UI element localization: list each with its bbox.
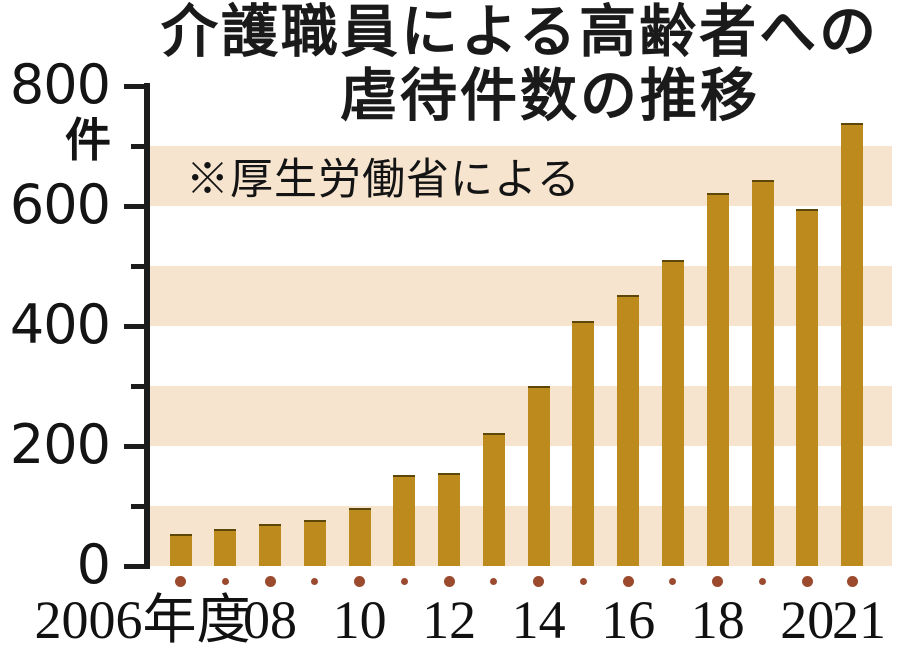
y-tick-label: 600: [9, 173, 111, 236]
x-axis-dot-small: [490, 577, 498, 585]
x-axis-label: 14: [511, 590, 566, 648]
bar: [751, 179, 774, 566]
x-axis-dot-small: [579, 577, 587, 585]
y-axis-tick: [124, 443, 150, 449]
y-tick-label: 0: [76, 533, 111, 596]
chart-title-line1: 介護職員による高齢者への: [160, 0, 880, 64]
x-axis-dot-large: [533, 575, 545, 587]
y-axis-line: [144, 83, 150, 569]
x-axis-label: 16: [601, 590, 656, 648]
bar: [572, 321, 595, 566]
x-axis-dot-large: [264, 575, 276, 587]
bar: [214, 528, 237, 566]
grid-band: [150, 266, 892, 326]
x-axis-label: 08: [243, 590, 298, 648]
bar: [259, 524, 282, 566]
x-axis-label: 12: [422, 590, 477, 648]
x-axis-dot-large: [622, 575, 634, 587]
bar: [706, 193, 729, 566]
x-axis-label: 21: [832, 590, 887, 648]
y-axis-unit-label: 件: [65, 114, 111, 166]
x-axis-dot-small: [311, 577, 319, 585]
y-axis-tick: [131, 383, 150, 389]
y-axis-tick: [131, 143, 150, 149]
y-tick-label: 400: [9, 293, 111, 356]
bar: [303, 520, 326, 566]
bar: [796, 209, 819, 566]
x-axis-dot-small: [669, 577, 677, 585]
x-axis-dot-small: [759, 577, 766, 585]
x-axis-label: 20: [780, 590, 835, 648]
bar: [438, 473, 461, 566]
bar: [841, 122, 864, 566]
bar: [169, 533, 192, 566]
x-axis-dot-large: [354, 575, 366, 587]
grid-band: [150, 386, 892, 446]
x-axis-dot-small: [221, 577, 229, 585]
x-axis-dot-small: [400, 577, 408, 585]
y-axis-tick: [124, 323, 150, 329]
y-axis-tick: [124, 203, 150, 209]
x-axis-dot-large: [846, 575, 858, 587]
bar: [661, 260, 684, 566]
bar: [482, 433, 505, 566]
x-axis-dot-large: [801, 575, 813, 587]
y-axis-tick: [124, 563, 150, 569]
bar: [527, 386, 550, 566]
bar: [348, 508, 371, 566]
x-axis-label: 2006年度: [34, 590, 251, 648]
x-axis-label: 18: [690, 590, 745, 648]
x-axis-dot-large: [175, 575, 186, 587]
y-axis-tick: [131, 263, 150, 269]
x-axis-dot-large: [443, 575, 455, 587]
bar: [393, 475, 416, 566]
y-axis-tick: [131, 503, 150, 509]
y-tick-label: 800: [9, 53, 111, 116]
y-axis-tick: [124, 83, 150, 89]
x-axis-dot-large: [712, 575, 724, 587]
source-note: ※厚生労働省による: [186, 157, 581, 204]
x-axis-label: 10: [332, 590, 387, 648]
bar: [617, 294, 640, 566]
chart-title-line2: 虐待件数の推移: [340, 64, 760, 128]
y-tick-label: 200: [9, 413, 111, 476]
